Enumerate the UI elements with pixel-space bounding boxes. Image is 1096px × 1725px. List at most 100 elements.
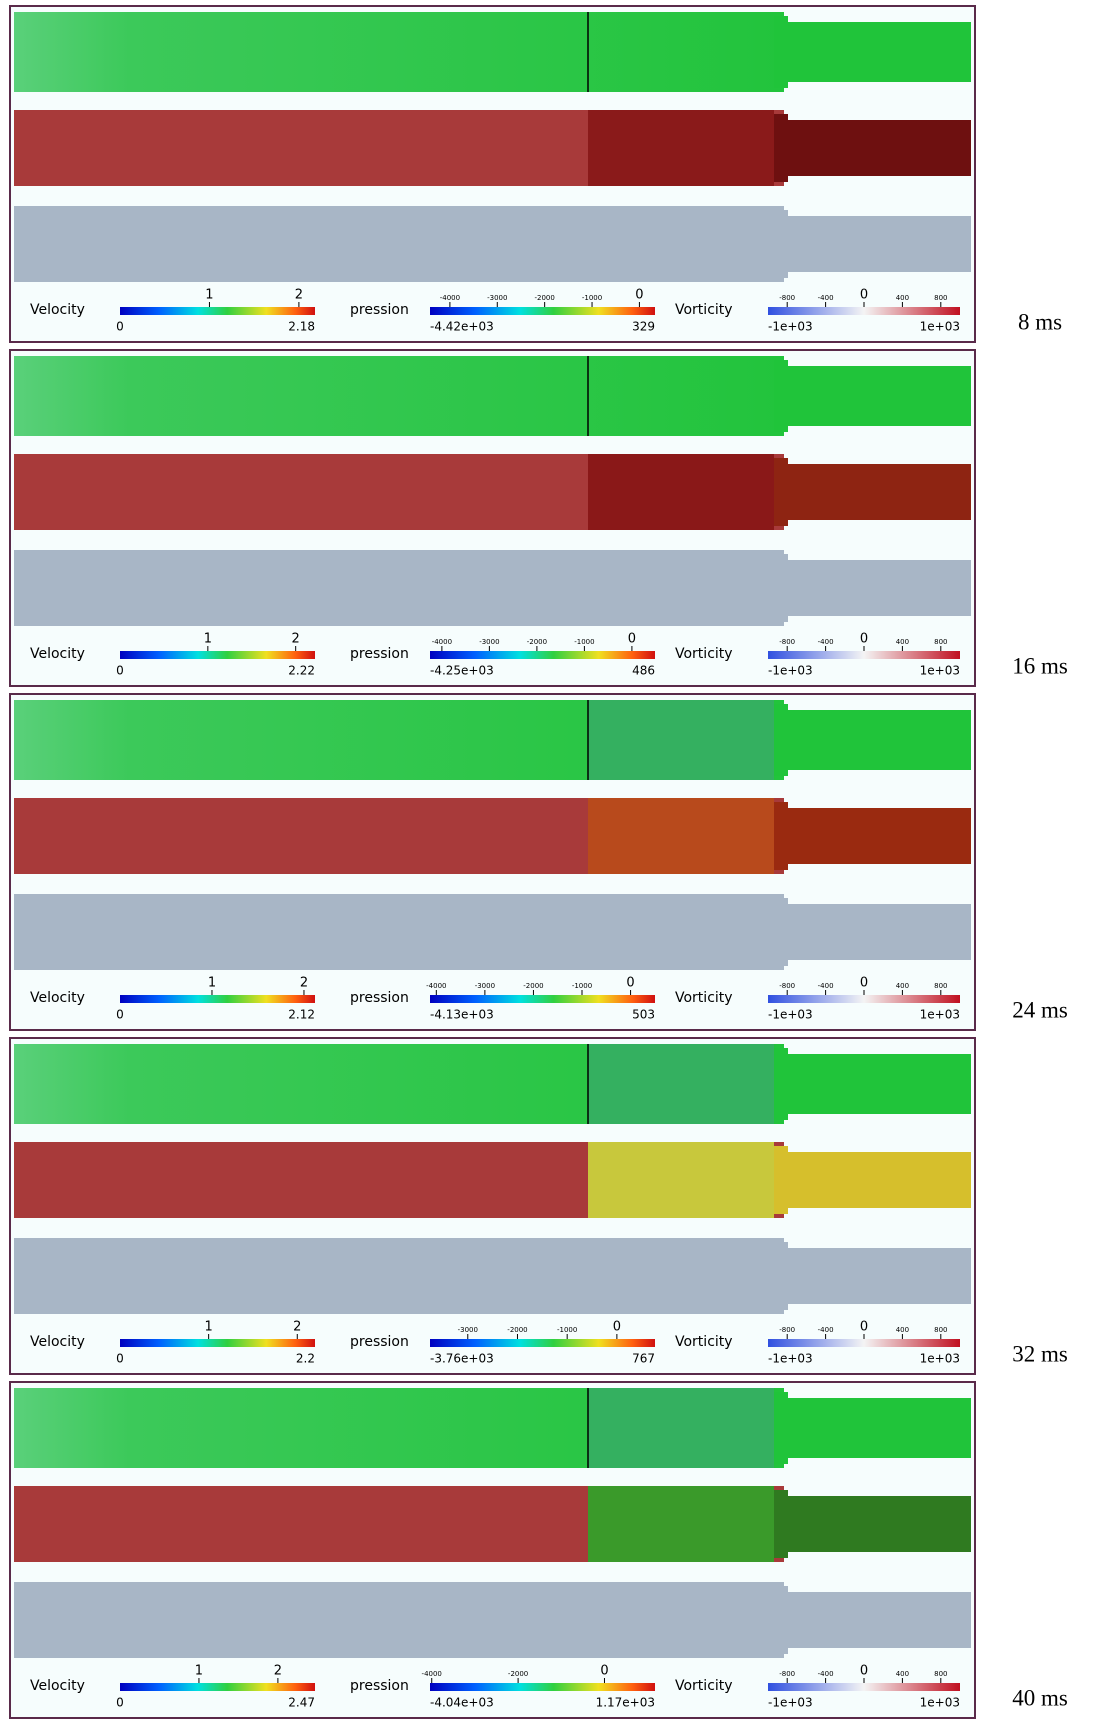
velocity-field bbox=[788, 1398, 971, 1458]
colorbar-tick-label: -2000 bbox=[534, 294, 554, 302]
legend-label: Velocity bbox=[30, 646, 85, 662]
colorbar-tick-label: 0 bbox=[626, 976, 634, 991]
colorbar-tick-label: 2 bbox=[295, 288, 303, 303]
colorbar bbox=[430, 995, 655, 1003]
legend-label: pression bbox=[350, 1678, 409, 1694]
vorticity-field bbox=[774, 898, 788, 966]
colorbar-max: 2.22 bbox=[288, 664, 315, 678]
colorbar-tick-label: -400 bbox=[818, 982, 834, 990]
legend-label: Vorticity bbox=[675, 990, 733, 1006]
legend-label: Vorticity bbox=[675, 1678, 733, 1694]
colorbar-tick-label: 2 bbox=[274, 1664, 282, 1679]
colorbar-tick-label: -400 bbox=[818, 638, 834, 646]
colorbar-min: 0 bbox=[116, 320, 124, 334]
colorbar-max: 2.18 bbox=[288, 320, 315, 334]
colorbar-tick-label: 0 bbox=[860, 288, 868, 303]
colorbar-min: -4.13e+03 bbox=[430, 1008, 494, 1022]
vorticity-field bbox=[788, 1248, 971, 1304]
colorbar-max: 2.47 bbox=[288, 1696, 315, 1710]
colorbar bbox=[430, 1339, 655, 1347]
colorbar-tick-label: -3000 bbox=[479, 638, 499, 646]
colorbar-min: 0 bbox=[116, 1696, 124, 1710]
colorbar-tick-label: -4000 bbox=[432, 638, 452, 646]
colorbar-tick-label: 400 bbox=[896, 1326, 909, 1334]
colorbar-max: 767 bbox=[632, 1352, 655, 1366]
vorticity-field bbox=[774, 1586, 788, 1654]
colorbar-tick-label: -1000 bbox=[557, 1326, 577, 1334]
colorbar-tick-label: 400 bbox=[896, 638, 909, 646]
colorbar-tick-label: -3000 bbox=[475, 982, 495, 990]
colorbar-max: 503 bbox=[632, 1008, 655, 1022]
legend-label: Velocity bbox=[30, 302, 85, 318]
velocity-field bbox=[774, 1048, 788, 1120]
colorbar-tick-label: 0 bbox=[613, 1320, 621, 1335]
colorbar-min: -1e+03 bbox=[768, 320, 813, 334]
colorbar-tick-label: 1 bbox=[208, 976, 216, 991]
vorticity-field bbox=[14, 1238, 784, 1314]
pressure-field bbox=[788, 464, 971, 520]
colorbar-max: 1e+03 bbox=[920, 1008, 960, 1022]
vorticity-field bbox=[14, 550, 784, 626]
colorbar-min: 0 bbox=[116, 664, 124, 678]
colorbar-tick-label: 1 bbox=[195, 1664, 203, 1679]
frame: Velocity 0 2.47 1 2 pression -4.04e+03 1.17e+03… bbox=[9, 1381, 1068, 1719]
colorbar-tick-label: -4000 bbox=[422, 1670, 442, 1678]
pressure-field bbox=[774, 1146, 788, 1214]
colorbar-tick-label: -400 bbox=[818, 294, 834, 302]
colorbar-tick-label: 0 bbox=[600, 1664, 608, 1679]
colorbar-tick-label: 2 bbox=[300, 976, 308, 991]
colorbar-tick-label: -800 bbox=[779, 294, 795, 302]
vorticity-field bbox=[788, 560, 971, 616]
frame: Velocity 0 2.2 1 2 pression -3.76e+03 767 -3000 -… bbox=[9, 1037, 1068, 1375]
colorbar-max: 1.17e+03 bbox=[596, 1696, 655, 1710]
colorbar-tick-label: 400 bbox=[896, 294, 909, 302]
colorbar-tick-label: 2 bbox=[293, 1320, 301, 1335]
colorbar-min: -4.25e+03 bbox=[430, 664, 494, 678]
pressure-field bbox=[774, 1490, 788, 1558]
time-label: 16 ms bbox=[1012, 653, 1068, 678]
colorbar-min: 0 bbox=[116, 1008, 124, 1022]
colorbar-tick-label: -4000 bbox=[426, 982, 446, 990]
vorticity-field bbox=[14, 206, 784, 282]
pressure-field bbox=[788, 1152, 971, 1208]
legend-label: Velocity bbox=[30, 1334, 85, 1350]
pressure-field bbox=[588, 454, 774, 530]
colorbar-tick-label: -1000 bbox=[582, 294, 602, 302]
colorbar-tick-label: 0 bbox=[628, 632, 636, 647]
vorticity-field bbox=[774, 210, 788, 278]
colorbar-tick-label: 800 bbox=[934, 982, 947, 990]
pressure-field bbox=[774, 114, 788, 182]
colorbar-max: 1e+03 bbox=[920, 664, 960, 678]
colorbar-max: 329 bbox=[632, 320, 655, 334]
pressure-field bbox=[788, 1496, 971, 1552]
colorbar-min: -4.04e+03 bbox=[430, 1696, 494, 1710]
velocity-field bbox=[788, 1054, 971, 1114]
legend-label: pression bbox=[350, 646, 409, 662]
velocity-field bbox=[788, 22, 971, 82]
colorbar-tick-label: 0 bbox=[860, 1664, 868, 1679]
vorticity-field bbox=[774, 1242, 788, 1310]
time-label: 32 ms bbox=[1012, 1341, 1068, 1366]
pressure-field bbox=[588, 1142, 774, 1218]
colorbar-tick-label: -2000 bbox=[507, 1326, 527, 1334]
pressure-field bbox=[588, 798, 774, 874]
vorticity-field bbox=[14, 894, 784, 970]
colorbar bbox=[120, 307, 315, 315]
velocity-field bbox=[788, 710, 971, 770]
colorbar bbox=[120, 995, 315, 1003]
colorbar-max: 2.12 bbox=[288, 1008, 315, 1022]
vorticity-field bbox=[774, 554, 788, 622]
colorbar-tick-label: 800 bbox=[934, 294, 947, 302]
colorbar-tick-label: -400 bbox=[818, 1670, 834, 1678]
velocity-field bbox=[774, 360, 788, 432]
colorbar bbox=[120, 1339, 315, 1347]
colorbar-tick-label: 1 bbox=[204, 1320, 212, 1335]
colorbar bbox=[768, 307, 960, 315]
time-label: 8 ms bbox=[1018, 309, 1062, 334]
colorbar bbox=[430, 1683, 655, 1691]
colorbar-tick-label: -800 bbox=[779, 982, 795, 990]
vorticity-field bbox=[788, 216, 971, 272]
